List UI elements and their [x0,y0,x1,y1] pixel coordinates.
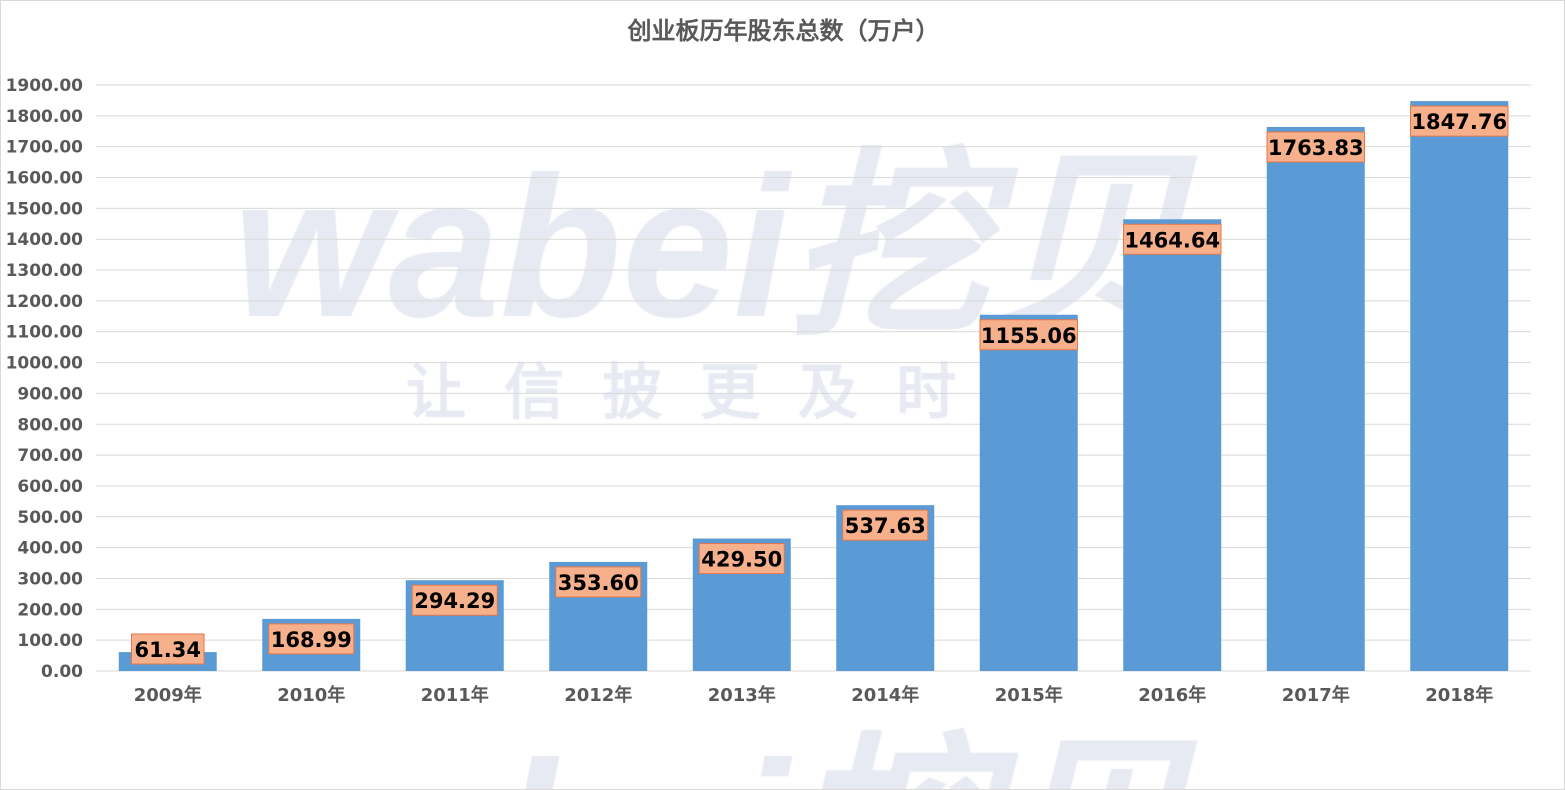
data-label-box [555,566,642,598]
y-tick-label: 300.00 [17,569,83,589]
y-tick-label: 1300.00 [6,261,84,281]
x-tick-label: 2011年 [421,684,489,706]
y-tick-label: 500.00 [17,508,83,528]
y-tick-label: 200.00 [17,600,83,620]
data-label-box [411,584,498,616]
data-label: 1155.06 [981,324,1077,348]
y-tick-label: 600.00 [17,477,83,497]
bar-2018年 [1410,101,1509,671]
x-tick-label: 2016年 [1138,684,1206,706]
x-tick-label: 2017年 [1282,684,1350,706]
data-label-box [268,623,355,655]
y-tick-label: 700.00 [17,446,83,466]
y-tick-label: 0.00 [41,662,83,682]
chart-title: 创业板历年股东总数（万户） [627,17,940,45]
data-label-box [698,543,785,575]
x-tick-label: 2010年 [277,684,345,706]
data-label-box [1266,131,1365,163]
y-tick-label: 400.00 [17,539,83,559]
data-label: 537.63 [845,514,926,538]
y-tick-label: 800.00 [17,415,83,435]
data-label: 168.99 [271,628,352,652]
y-tick-label: 1900.00 [6,76,84,96]
x-tick-label: 2013年 [708,684,776,706]
x-tick-label: 2009年 [134,684,202,706]
data-label-box [131,633,205,665]
x-tick-label: 2018年 [1425,684,1493,706]
data-label-box [1410,105,1509,137]
data-label: 429.50 [701,548,782,572]
data-label: 294.29 [414,589,495,613]
y-tick-label: 1400.00 [6,230,84,250]
bar-2017年 [1266,126,1365,672]
data-label: 1763.83 [1268,136,1364,160]
x-tick-label: 2014年 [851,684,919,706]
y-tick-label: 1100.00 [6,323,84,343]
y-tick-label: 1700.00 [6,138,84,158]
data-label: 61.34 [135,638,201,662]
y-tick-label: 1000.00 [6,354,84,374]
y-tick-label: 900.00 [17,384,83,404]
y-tick-label: 1600.00 [6,169,84,189]
data-label: 1847.76 [1411,110,1507,134]
data-label: 1464.64 [1124,228,1220,252]
data-label-box [842,509,929,541]
data-label-box [979,319,1078,351]
bar-2016年 [1123,219,1222,672]
y-tick-label: 100.00 [17,631,83,651]
y-tick-label: 1500.00 [6,199,84,219]
data-label-box [1123,223,1222,255]
x-tick-label: 2012年 [564,684,632,706]
x-tick-label: 2015年 [995,684,1063,706]
y-tick-label: 1200.00 [6,292,84,312]
y-tick-label: 1800.00 [6,107,84,127]
bar-2015年 [979,314,1078,671]
data-label: 353.60 [558,571,639,595]
